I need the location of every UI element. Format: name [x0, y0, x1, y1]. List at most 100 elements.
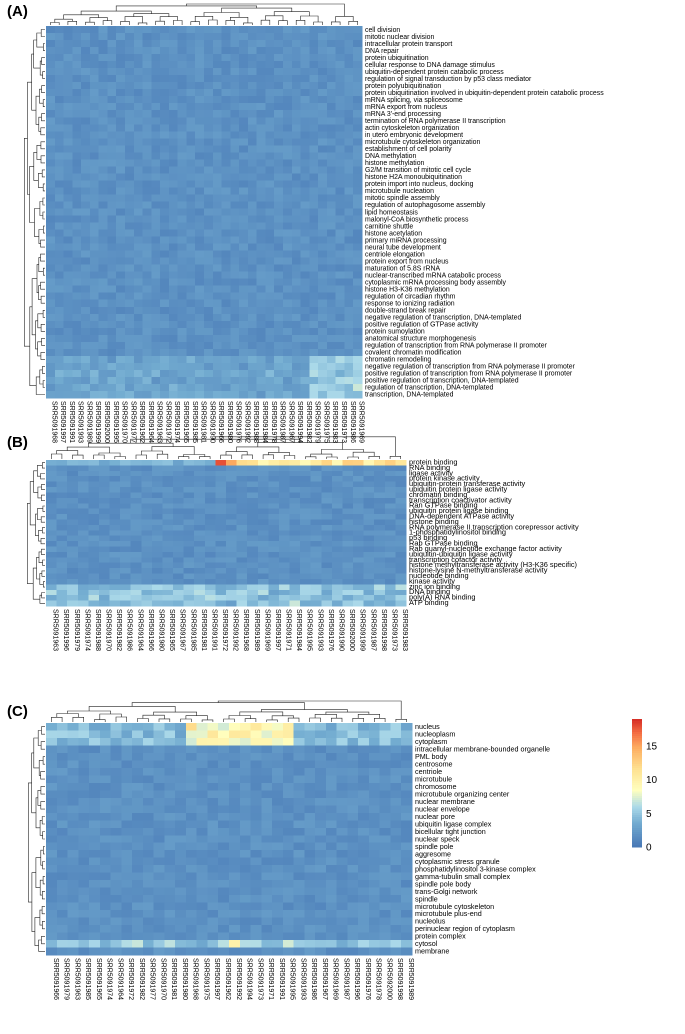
column-label: SRR5091967 — [287, 401, 294, 443]
heatmap-cell — [162, 497, 174, 504]
heatmap-cell — [325, 865, 337, 873]
heatmap-cell — [401, 812, 413, 821]
heatmap-cell — [401, 910, 413, 918]
heatmap-cell — [89, 229, 99, 237]
heatmap-cell — [107, 131, 117, 139]
heatmap-cell — [274, 33, 284, 41]
heatmap-cell — [229, 767, 241, 776]
dendrogram-branch — [368, 456, 380, 459]
heatmap-cell — [261, 737, 273, 746]
heatmap-cell — [344, 138, 354, 146]
heatmap-cell — [291, 26, 301, 34]
heatmap-cell — [121, 820, 133, 829]
row-label: histone methyltransferase activity (H3-K… — [409, 560, 577, 569]
heatmap-cell — [185, 767, 197, 776]
heatmap-cell — [56, 827, 68, 836]
heatmap-cell — [116, 341, 126, 350]
heatmap-cell — [194, 535, 206, 542]
heatmap-cell — [46, 292, 56, 301]
heatmap-cell — [67, 797, 79, 806]
heatmap-cell — [342, 519, 354, 526]
heatmap-cell — [151, 557, 163, 564]
row-label: membrane — [415, 947, 449, 956]
heatmap-cell — [46, 880, 58, 888]
heatmap-cell — [133, 250, 143, 258]
heatmap-cell — [326, 138, 336, 146]
heatmap-cell — [194, 508, 206, 515]
heatmap-cell — [120, 578, 132, 585]
heatmap-cell — [98, 292, 108, 301]
heatmap-cell — [54, 264, 64, 272]
heatmap-cell — [239, 797, 251, 806]
heatmap-cell — [67, 519, 79, 526]
heatmap-cell — [72, 194, 82, 202]
heatmap-cell — [344, 117, 354, 125]
heatmap-cell — [107, 61, 117, 69]
heatmap-cell — [335, 124, 345, 132]
heatmap-cell — [344, 257, 354, 265]
heatmap-cell — [168, 215, 178, 223]
heatmap-cell — [293, 842, 305, 851]
heatmap-cell — [309, 82, 319, 90]
row-label: transcription, DNA-templated — [365, 392, 454, 399]
row-label: RNA polymerase II transcription corepres… — [409, 522, 579, 531]
heatmap-cell — [98, 131, 108, 139]
heatmap-cell — [315, 835, 327, 844]
legend-swatch — [632, 793, 642, 797]
heatmap-cell — [344, 271, 354, 279]
heatmap-cell — [207, 932, 219, 941]
heatmap-cell — [358, 835, 370, 844]
heatmap-cell — [293, 835, 305, 844]
heatmap-cell — [67, 595, 79, 601]
heatmap-cell — [56, 460, 68, 466]
heatmap-cell — [116, 355, 126, 364]
heatmap-cell — [133, 103, 143, 111]
heatmap-cell — [401, 850, 413, 859]
heatmap-cell — [304, 812, 316, 821]
heatmap-cell — [321, 557, 333, 564]
heatmap-cell — [72, 250, 82, 258]
heatmap-cell — [56, 546, 68, 553]
heatmap-cell — [310, 530, 322, 537]
heatmap-cell — [368, 887, 380, 896]
heatmap-cell — [300, 208, 310, 216]
heatmap-cell — [204, 131, 214, 139]
heatmap-cell — [177, 369, 187, 378]
heatmap-cell — [133, 110, 143, 118]
heatmap-cell — [274, 285, 284, 294]
heatmap-cell — [177, 348, 187, 357]
heatmap-cell — [46, 320, 56, 329]
column-label: SRR5092000 — [348, 609, 355, 651]
heatmap-cell — [247, 236, 257, 244]
heatmap-cell — [247, 26, 257, 34]
heatmap-cell — [236, 557, 248, 564]
heatmap-cell — [336, 723, 348, 731]
heatmap-cell — [342, 514, 354, 520]
heatmap-cell — [107, 215, 117, 223]
heatmap-cell — [110, 902, 122, 911]
heatmap-cell — [318, 376, 328, 385]
heatmap-cell — [353, 47, 363, 55]
heatmap-cell — [344, 362, 354, 371]
heatmap-cell — [160, 327, 170, 336]
heatmap-cell — [331, 487, 343, 493]
heatmap-cell — [230, 278, 240, 286]
column-label: SRR5091976 — [327, 609, 334, 651]
heatmap-cell — [168, 82, 178, 90]
heatmap-cell — [142, 917, 154, 926]
heatmap-cell — [310, 497, 322, 504]
heatmap-cell — [218, 887, 230, 896]
heatmap-cell — [395, 487, 407, 493]
column-label: SRR5091966 — [217, 401, 224, 443]
heatmap-cell — [247, 519, 259, 526]
column-label: SRR5091982 — [138, 958, 145, 1000]
heatmap-cell — [185, 895, 197, 903]
heatmap-cell — [353, 551, 364, 558]
heatmap-cell — [336, 775, 348, 784]
heatmap-cell — [401, 805, 413, 814]
heatmap-cell — [321, 546, 333, 553]
heatmap-cell — [195, 306, 205, 315]
heatmap-cell — [160, 334, 170, 343]
heatmap-cell — [310, 519, 322, 526]
heatmap-cell — [212, 152, 222, 160]
